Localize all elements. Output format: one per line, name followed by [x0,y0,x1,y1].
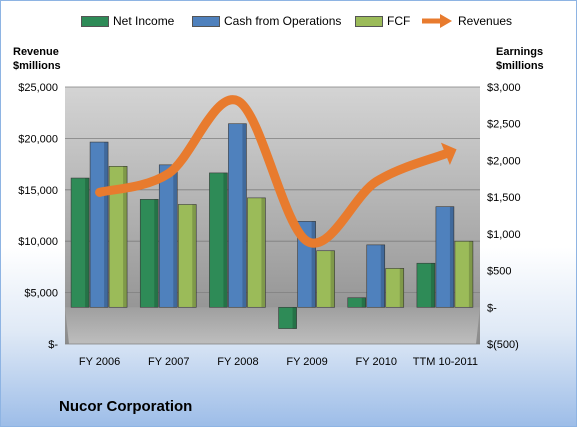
bar-cash-from-operations [158,164,178,308]
bar-fcf [108,166,128,308]
left-axis-title-line2: $millions [13,60,61,72]
right-tick-label: $1,000 [487,229,521,241]
bar-shade-net-income [154,199,159,308]
bar-shade-net-income [223,172,228,308]
legend-label-net-income: Net Income [113,14,175,28]
left-tick-label: $25,000 [18,82,58,94]
bar-shade-net-income [430,263,435,308]
bar-shade-cash-from-operations [380,244,385,308]
legend-swatch-net-income [81,16,109,27]
left-axis-ticks: $- $5,000 $10,000 $15,000 $20,000 $25,000 [18,82,58,351]
right-tick-label: $(500) [487,339,519,351]
legend-label-fcf: FCF [387,14,411,28]
bar-net-income [139,199,159,308]
legend-label-cash-from-operations: Cash from Operations [224,14,342,28]
bar-cash-from-operations [228,123,247,308]
bar-net-income [70,177,90,308]
plot-area [65,87,480,344]
right-axis-title-line2: $millions [496,60,544,72]
bar-fcf [247,197,266,308]
revenue-line [95,95,457,248]
bar-series [70,123,474,329]
bar-shade-fcf [123,166,128,308]
right-tick-label: $- [487,302,497,314]
bar-shade-fcf [261,197,266,308]
legend-swatch-cash-from-operations [192,16,220,27]
right-tick-label: $500 [487,266,511,278]
left-tick-label: $- [48,339,58,351]
bar-cash-from-operations [435,206,455,308]
gridlines [65,86,480,345]
bar-cash-from-operations [366,244,386,308]
left-tick-label: $15,000 [18,185,58,197]
legend-arrow-icon [422,14,452,28]
bar-fcf [177,204,197,308]
company-name: Nucor Corporation [59,398,193,415]
bar-shade-cash-from-operations [173,164,178,308]
bar-net-income [416,262,436,308]
revenue-line-path [95,95,450,248]
bar-shade-net-income [361,297,366,308]
bar-fcf [316,250,335,308]
bar-shade-fcf [192,204,197,308]
plot-background [65,87,480,344]
bar-shade-cash-from-operations [449,206,454,308]
bar-cash-from-operations [89,141,109,308]
bar-shade-fcf [330,250,335,308]
bar-shade-fcf [399,268,404,308]
x-tick-label: FY 2008 [217,356,258,368]
bar-net-income [347,297,367,308]
right-axis-ticks: $(500) $- $500 $1,000 $1,500 $2,000 $2,500 $3,0… [487,82,521,351]
bar-shade-cash-from-operations [104,142,109,308]
bar-shade-net-income [85,178,90,308]
x-tick-label: FY 2009 [286,356,327,368]
bar-shade-net-income [292,307,297,329]
revenue-arrowhead [440,142,457,165]
right-tick-label: $2,500 [487,119,521,131]
plot-floor [65,307,480,344]
right-tick-label: $2,000 [487,155,521,167]
bar-shade-cash-from-operations [242,123,247,308]
left-axis-title-line1: Revenue [13,46,59,58]
x-tick-label: FY 2010 [356,356,397,368]
left-tick-label: $20,000 [18,133,58,145]
left-tick-label: $10,000 [18,236,58,248]
left-axis-title: Revenue $millions [13,45,61,73]
x-tick-label: FY 2007 [148,356,189,368]
bar-fcf [454,240,474,308]
left-tick-label: $5,000 [24,288,58,300]
right-axis-title: Earnings $millions [496,45,544,73]
legend-swatch-fcf [355,16,383,27]
right-tick-label: $3,000 [487,82,521,94]
x-axis-ticks: FY 2006 FY 2007 FY 2008 FY 2009 FY 2010 TTM 1… [79,356,478,368]
bar-shade-cash-from-operations [311,221,316,308]
x-tick-label: TTM 10-2011 [413,356,478,368]
right-tick-label: $1,500 [487,192,521,204]
bar-net-income [278,306,297,329]
bar-net-income [209,172,228,308]
bar-shade-fcf [468,241,473,308]
bar-fcf [385,268,405,308]
x-tick-label: FY 2006 [79,356,120,368]
legend-label-revenues: Revenues [458,14,513,28]
right-axis-title-line1: Earnings [496,46,544,58]
